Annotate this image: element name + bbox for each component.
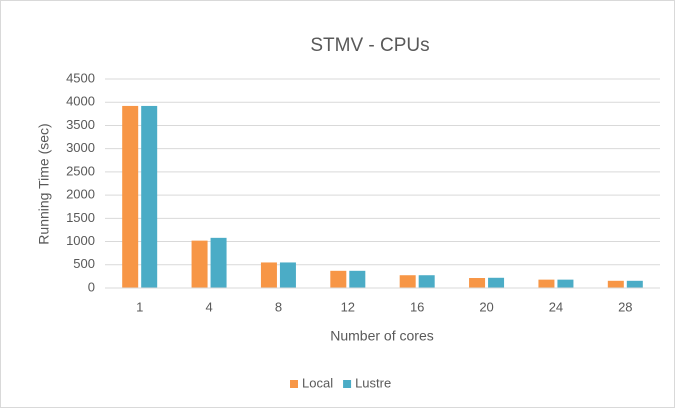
x-tick-label: 12 xyxy=(341,299,355,314)
legend-label: Lustre xyxy=(355,375,391,390)
bar xyxy=(122,105,139,288)
bar xyxy=(469,278,486,288)
x-tick-label: 20 xyxy=(479,299,493,314)
bar xyxy=(260,262,277,288)
bar xyxy=(418,275,435,288)
bar xyxy=(626,280,643,288)
bar xyxy=(488,277,505,288)
bar xyxy=(279,262,296,288)
y-tick-label: 1000 xyxy=(66,233,95,248)
bar xyxy=(191,240,208,288)
y-tick-label: 2000 xyxy=(66,187,95,202)
chart-title: STMV - CPUs xyxy=(310,35,429,56)
x-tick-label: 4 xyxy=(205,299,212,314)
x-tick-label: 28 xyxy=(618,299,632,314)
x-tick-label: 8 xyxy=(275,299,282,314)
bar xyxy=(141,105,158,288)
bar xyxy=(330,270,347,288)
bar xyxy=(538,279,555,288)
bar xyxy=(399,275,416,288)
y-tick-label: 3500 xyxy=(66,117,95,132)
y-tick-label: 4000 xyxy=(66,94,95,109)
y-tick-label: 2500 xyxy=(66,163,95,178)
legend-swatch xyxy=(290,380,298,388)
y-axis-label: Running Time (sec) xyxy=(36,123,52,244)
y-tick-label: 3000 xyxy=(66,140,95,155)
legend-swatch xyxy=(343,380,352,388)
y-tick-label: 0 xyxy=(88,279,95,294)
bar xyxy=(557,279,574,288)
x-tick-label: 16 xyxy=(410,299,424,314)
x-tick-label: 1 xyxy=(136,299,143,314)
y-tick-label: 500 xyxy=(73,256,95,271)
bar xyxy=(210,237,227,288)
x-tick-label: 24 xyxy=(549,299,563,314)
y-tick-label: 4500 xyxy=(66,70,95,85)
bar xyxy=(349,270,366,288)
x-axis-label: Number of cores xyxy=(330,328,433,344)
y-tick-label: 1500 xyxy=(66,210,95,225)
bar xyxy=(607,280,624,288)
legend-label: Local xyxy=(302,375,333,390)
